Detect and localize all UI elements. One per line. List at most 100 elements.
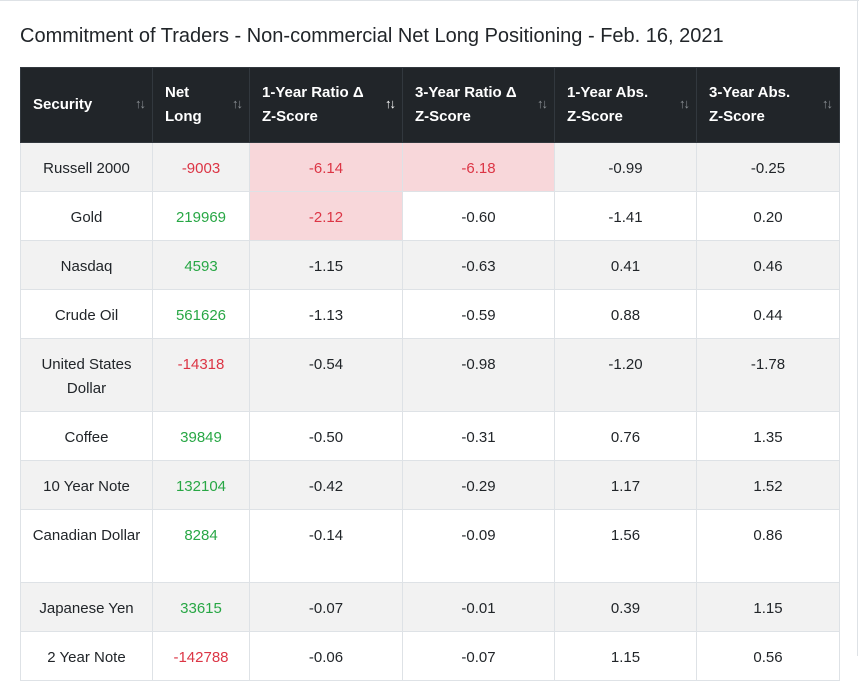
ratio-1yr-zscore-cell: -6.14	[249, 142, 403, 192]
header-row: Security ↑↓ Net Long ↑↓ 1-Year Ratio Δ Z-Score…	[20, 67, 840, 143]
abs-3yr-zscore-cell: -1.78	[696, 338, 840, 412]
abs-1yr-zscore-cell: 0.76	[554, 411, 697, 461]
ratio-3yr-zscore-cell: -0.01	[402, 582, 555, 632]
net-long-cell: 33615	[152, 582, 250, 632]
ratio-3yr-zscore-cell: -0.07	[402, 631, 555, 681]
security-cell: 2 Year Note	[20, 631, 153, 681]
ratio-3yr-zscore-cell: -0.59	[402, 289, 555, 339]
ratio-1yr-zscore-cell: -0.07	[249, 582, 403, 632]
ratio-3yr-zscore-cell: -6.18	[402, 142, 555, 192]
sort-arrows-icon[interactable]: ↑↓	[679, 96, 690, 111]
net-long-cell: 132104	[152, 460, 250, 510]
net-long-cell: 8284	[152, 509, 250, 583]
table-row: 10 Year Note 132104 -0.42 -0.29 1.17 1.52	[20, 460, 840, 510]
security-cell: 10 Year Note	[20, 460, 153, 510]
security-cell: Japanese Yen	[20, 582, 153, 632]
abs-1yr-zscore-cell: 1.17	[554, 460, 697, 510]
column-header-3yr-ratio-zscore[interactable]: 3-Year Ratio Δ Z-Score ↑↓	[402, 67, 555, 143]
table-row: Japanese Yen 33615 -0.07 -0.01 0.39 1.15	[20, 582, 840, 632]
net-long-cell: -142788	[152, 631, 250, 681]
security-cell: Coffee	[20, 411, 153, 461]
abs-3yr-zscore-cell: 0.86	[696, 509, 840, 583]
abs-3yr-zscore-cell: 1.15	[696, 582, 840, 632]
ratio-1yr-zscore-cell: -0.42	[249, 460, 403, 510]
sort-arrows-icon[interactable]: ↑↓	[232, 96, 243, 111]
column-header-label: 1-Year Ratio Δ	[262, 84, 364, 101]
table-row: Russell 2000 -9003 -6.14 -6.18 -0.99 -0.25	[20, 142, 840, 192]
table-row: Gold 219969 -2.12 -0.60 -1.41 0.20	[20, 191, 840, 241]
abs-1yr-zscore-cell: -0.99	[554, 142, 697, 192]
abs-3yr-zscore-cell: -0.25	[696, 142, 840, 192]
abs-1yr-zscore-cell: 0.41	[554, 240, 697, 290]
ratio-3yr-zscore-cell: -0.31	[402, 411, 555, 461]
abs-3yr-zscore-cell: 1.35	[696, 411, 840, 461]
ratio-1yr-zscore-cell: -1.15	[249, 240, 403, 290]
table-row: Crude Oil 561626 -1.13 -0.59 0.88 0.44	[20, 289, 840, 339]
column-header-label-line2: Z-Score	[262, 108, 318, 125]
abs-3yr-zscore-cell: 1.52	[696, 460, 840, 510]
table-row: United States Dollar -14318 -0.54 -0.98 -1.2…	[20, 338, 840, 412]
abs-3yr-zscore-cell: 0.46	[696, 240, 840, 290]
ratio-1yr-zscore-cell: -1.13	[249, 289, 403, 339]
net-long-cell: 219969	[152, 191, 250, 241]
column-header-label-line2: Z-Score	[415, 108, 471, 125]
table-header: Security ↑↓ Net Long ↑↓ 1-Year Ratio Δ Z-Score…	[20, 67, 840, 143]
abs-1yr-zscore-cell: 0.88	[554, 289, 697, 339]
security-cell: Nasdaq	[20, 240, 153, 290]
column-header-label: 1-Year Abs.	[567, 84, 649, 101]
ratio-3yr-zscore-cell: -0.63	[402, 240, 555, 290]
cot-table-container: Security ↑↓ Net Long ↑↓ 1-Year Ratio Δ Z-Score…	[20, 67, 840, 681]
table-body: Russell 2000 -9003 -6.14 -6.18 -0.99 -0.25 Gol…	[20, 142, 840, 681]
abs-1yr-zscore-cell: 0.39	[554, 582, 697, 632]
table-row: Coffee 39849 -0.50 -0.31 0.76 1.35	[20, 411, 840, 461]
column-header-label-line2	[33, 117, 140, 139]
abs-3yr-zscore-cell: 0.44	[696, 289, 840, 339]
ratio-3yr-zscore-cell: -0.60	[402, 191, 555, 241]
security-cell: Russell 2000	[20, 142, 153, 192]
ratio-3yr-zscore-cell: -0.09	[402, 509, 555, 583]
net-long-cell: 561626	[152, 289, 250, 339]
ratio-1yr-zscore-cell: -0.06	[249, 631, 403, 681]
security-cell: United States Dollar	[20, 338, 153, 412]
table-row: Canadian Dollar 8284 -0.14 -0.09 1.56 0.86	[20, 509, 840, 583]
table-row: Nasdaq 4593 -1.15 -0.63 0.41 0.46	[20, 240, 840, 290]
column-header-label-line2: Long	[165, 108, 202, 125]
cot-table: Security ↑↓ Net Long ↑↓ 1-Year Ratio Δ Z-Score…	[20, 67, 840, 681]
column-header-security[interactable]: Security ↑↓	[20, 67, 153, 143]
security-cell: Canadian Dollar	[20, 509, 153, 583]
security-cell: Gold	[20, 191, 153, 241]
sort-arrows-icon[interactable]: ↑↓	[385, 96, 396, 111]
abs-1yr-zscore-cell: -1.20	[554, 338, 697, 412]
column-header-1yr-abs-zscore[interactable]: 1-Year Abs. Z-Score ↑↓	[554, 67, 697, 143]
abs-3yr-zscore-cell: 0.20	[696, 191, 840, 241]
column-header-label: Net	[165, 84, 190, 101]
abs-1yr-zscore-cell: 1.15	[554, 631, 697, 681]
abs-3yr-zscore-cell: 0.56	[696, 631, 840, 681]
column-header-label: 3-Year Abs.	[709, 84, 791, 101]
column-header-label-line2: Z-Score	[709, 108, 765, 125]
column-header-label: Security	[33, 96, 93, 113]
security-cell: Crude Oil	[20, 289, 153, 339]
window-top-border	[0, 0, 859, 2]
ratio-3yr-zscore-cell: -0.29	[402, 460, 555, 510]
ratio-1yr-zscore-cell: -0.50	[249, 411, 403, 461]
abs-1yr-zscore-cell: -1.41	[554, 191, 697, 241]
sort-arrows-icon[interactable]: ↑↓	[537, 96, 548, 111]
net-long-cell: 39849	[152, 411, 250, 461]
net-long-cell: 4593	[152, 240, 250, 290]
sort-arrows-icon[interactable]: ↑↓	[135, 96, 146, 111]
column-header-label: 3-Year Ratio Δ	[415, 84, 517, 101]
ratio-1yr-zscore-cell: -0.14	[249, 509, 403, 583]
ratio-1yr-zscore-cell: -0.54	[249, 338, 403, 412]
ratio-3yr-zscore-cell: -0.98	[402, 338, 555, 412]
column-header-net-long[interactable]: Net Long ↑↓	[152, 67, 250, 143]
page-title: Commitment of Traders - Non-commercial N…	[20, 25, 724, 47]
sort-arrows-icon[interactable]: ↑↓	[822, 96, 833, 111]
ratio-1yr-zscore-cell: -2.12	[249, 191, 403, 241]
column-header-label-line2: Z-Score	[567, 108, 623, 125]
column-header-1yr-ratio-zscore[interactable]: 1-Year Ratio Δ Z-Score ↑↓	[249, 67, 403, 143]
abs-1yr-zscore-cell: 1.56	[554, 509, 697, 583]
column-header-3yr-abs-zscore[interactable]: 3-Year Abs. Z-Score ↑↓	[696, 67, 840, 143]
net-long-cell: -14318	[152, 338, 250, 412]
table-row: 2 Year Note -142788 -0.06 -0.07 1.15 0.56	[20, 631, 840, 681]
